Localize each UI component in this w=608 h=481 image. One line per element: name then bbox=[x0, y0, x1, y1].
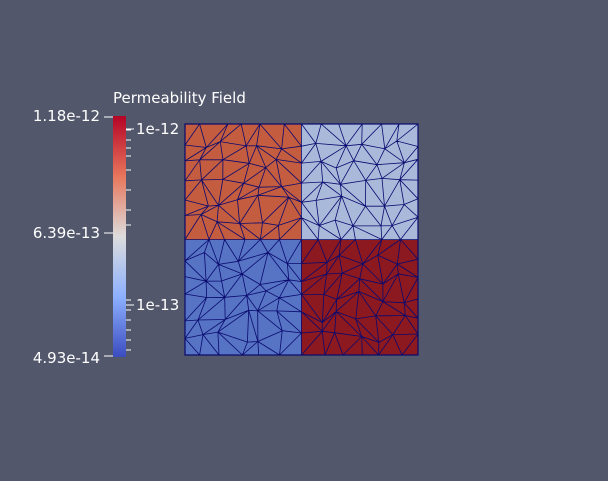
legend-max-label: 1.18e-12 bbox=[32, 107, 100, 125]
legend-tick-label-1e-12: 1e-12 bbox=[136, 120, 180, 138]
quadrant-top-left bbox=[185, 124, 301, 240]
mesh-border bbox=[184, 123, 419, 356]
color-legend-bar bbox=[113, 116, 126, 357]
legend-title: Permeability Field bbox=[113, 89, 246, 107]
legend-min-label: 4.93e-14 bbox=[32, 349, 100, 367]
legend-tick-label-1e-13: 1e-13 bbox=[136, 296, 180, 314]
legend-mid-label: 6.39e-13 bbox=[32, 224, 100, 242]
quadrant-bottom-right bbox=[301, 240, 418, 355]
legend-tick-marks bbox=[104, 116, 134, 357]
